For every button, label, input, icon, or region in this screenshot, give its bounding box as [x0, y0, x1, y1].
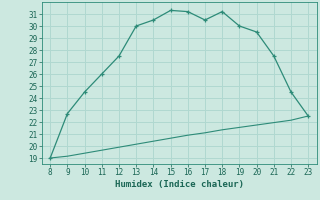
X-axis label: Humidex (Indice chaleur): Humidex (Indice chaleur) [115, 180, 244, 189]
